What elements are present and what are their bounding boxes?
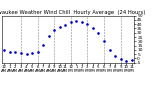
Title: Milwaukee Weather Wind Chill  Hourly Average  (24 Hours): Milwaukee Weather Wind Chill Hourly Aver… (0, 10, 146, 15)
